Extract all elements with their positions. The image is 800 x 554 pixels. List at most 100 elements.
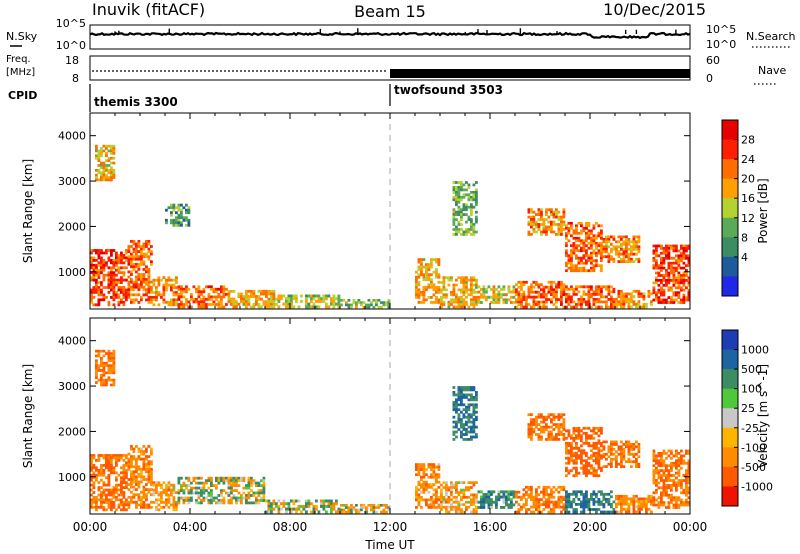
- scatter-cell: [95, 249, 98, 252]
- scatter-cell: [112, 288, 116, 292]
- scatter-cell: [175, 501, 178, 504]
- scatter-cell: [530, 488, 533, 492]
- scatter-cell: [592, 249, 596, 253]
- scatter-cell: [607, 245, 611, 249]
- scatter-cell: [120, 261, 123, 265]
- scatter-cell: [270, 507, 273, 511]
- scatter-cell: [97, 169, 101, 172]
- scatter-cell: [250, 501, 253, 505]
- scatter-cell: [682, 479, 686, 482]
- scatter-cell: [355, 303, 358, 307]
- scatter-cell: [492, 295, 496, 299]
- scatter-cell: [230, 302, 233, 306]
- scatter-cell: [507, 290, 511, 294]
- scatter-cell: [472, 191, 476, 194]
- scatter-cell: [192, 285, 196, 289]
- scatter-cell: [532, 295, 536, 299]
- scatter-cell: [595, 261, 598, 265]
- scatter-cell: [617, 502, 621, 506]
- scatter-cell: [102, 173, 106, 177]
- freq-label: Freq.: [6, 54, 31, 65]
- scatter-cell: [465, 188, 468, 192]
- scatter-cell: [197, 287, 201, 291]
- scatter-cell: [495, 495, 498, 499]
- scatter-cell: [270, 292, 273, 296]
- scatter-cell: [595, 293, 598, 296]
- scatter-cell: [542, 420, 546, 424]
- scatter-cell: [465, 228, 468, 231]
- scatter-cell: [527, 493, 531, 497]
- scatter-cell: [100, 503, 103, 507]
- scatter-cell: [137, 255, 141, 259]
- scatter-cell: [465, 283, 468, 287]
- scatter-cell: [455, 488, 458, 492]
- scatter-cell: [387, 508, 391, 512]
- scatter-cell: [415, 283, 418, 287]
- scatter-cell: [375, 510, 378, 514]
- scatter-cell: [172, 501, 176, 504]
- scatter-cell: [492, 490, 496, 494]
- scatter-cell: [535, 490, 538, 494]
- scatter-cell: [552, 503, 556, 506]
- scatter-cell: [685, 244, 688, 248]
- scatter-cell: [527, 295, 531, 299]
- scatter-cell: [687, 283, 690, 287]
- scatter-cell: [125, 256, 128, 260]
- scatter-cell: [137, 467, 141, 471]
- scatter-cell: [535, 303, 538, 306]
- scatter-cell: [190, 489, 193, 492]
- scatter-cell: [90, 256, 93, 260]
- scatter-cell: [610, 495, 613, 499]
- scatter-cell: [475, 286, 478, 289]
- scatter-cell: [160, 483, 163, 487]
- scatter-cell: [457, 230, 461, 234]
- scatter-cell: [157, 498, 161, 502]
- scatter-cell: [667, 288, 671, 292]
- scatter-cell: [112, 501, 116, 504]
- scatter-cell: [132, 285, 136, 289]
- scatter-cell: [597, 300, 601, 304]
- scatter-cell: [132, 495, 136, 499]
- scatter-cell: [137, 465, 141, 469]
- scatter-cell: [237, 499, 241, 502]
- scatter-cell: [417, 280, 421, 284]
- scatter-cell: [547, 415, 551, 419]
- scatter-cell: [647, 500, 651, 503]
- scatter-cell: [447, 303, 451, 306]
- scatter-cell: [172, 208, 176, 212]
- scatter-cell: [537, 423, 541, 426]
- scatter-cell: [170, 483, 173, 487]
- scatter-cell: [115, 273, 118, 277]
- scatter-cell: [507, 493, 511, 496]
- scatter-cell: [175, 491, 178, 494]
- scatter-cell: [120, 471, 123, 475]
- scatter-cell: [550, 430, 553, 434]
- velocity-colorbar-segment: [722, 466, 738, 487]
- scatter-cell: [502, 498, 506, 502]
- scatter-cell: [280, 297, 283, 301]
- scatter-cell: [202, 484, 206, 487]
- scatter-cell: [532, 498, 536, 501]
- scatter-cell: [435, 275, 438, 279]
- scatter-cell: [145, 493, 148, 497]
- scatter-cell: [270, 305, 273, 309]
- scatter-cell: [322, 297, 326, 301]
- scatter-cell: [200, 481, 203, 485]
- scatter-cell: [532, 430, 536, 434]
- scatter-cell: [460, 388, 463, 392]
- scatter-cell: [465, 203, 468, 207]
- scatter-cell: [680, 449, 683, 453]
- scatter-cell: [527, 210, 531, 214]
- scatter-cell: [100, 149, 103, 153]
- scatter-cell: [682, 491, 686, 495]
- scatter-cell: [672, 274, 676, 277]
- scatter-cell: [222, 295, 226, 299]
- scatter-cell: [645, 305, 648, 309]
- scatter-cell: [102, 293, 106, 297]
- scatter-cell: [662, 293, 666, 297]
- scatter-cell: [582, 500, 586, 504]
- scatter-cell: [155, 298, 158, 302]
- scatter-cell: [550, 210, 553, 214]
- scatter-cell: [120, 281, 123, 284]
- scatter-cell: [667, 503, 671, 507]
